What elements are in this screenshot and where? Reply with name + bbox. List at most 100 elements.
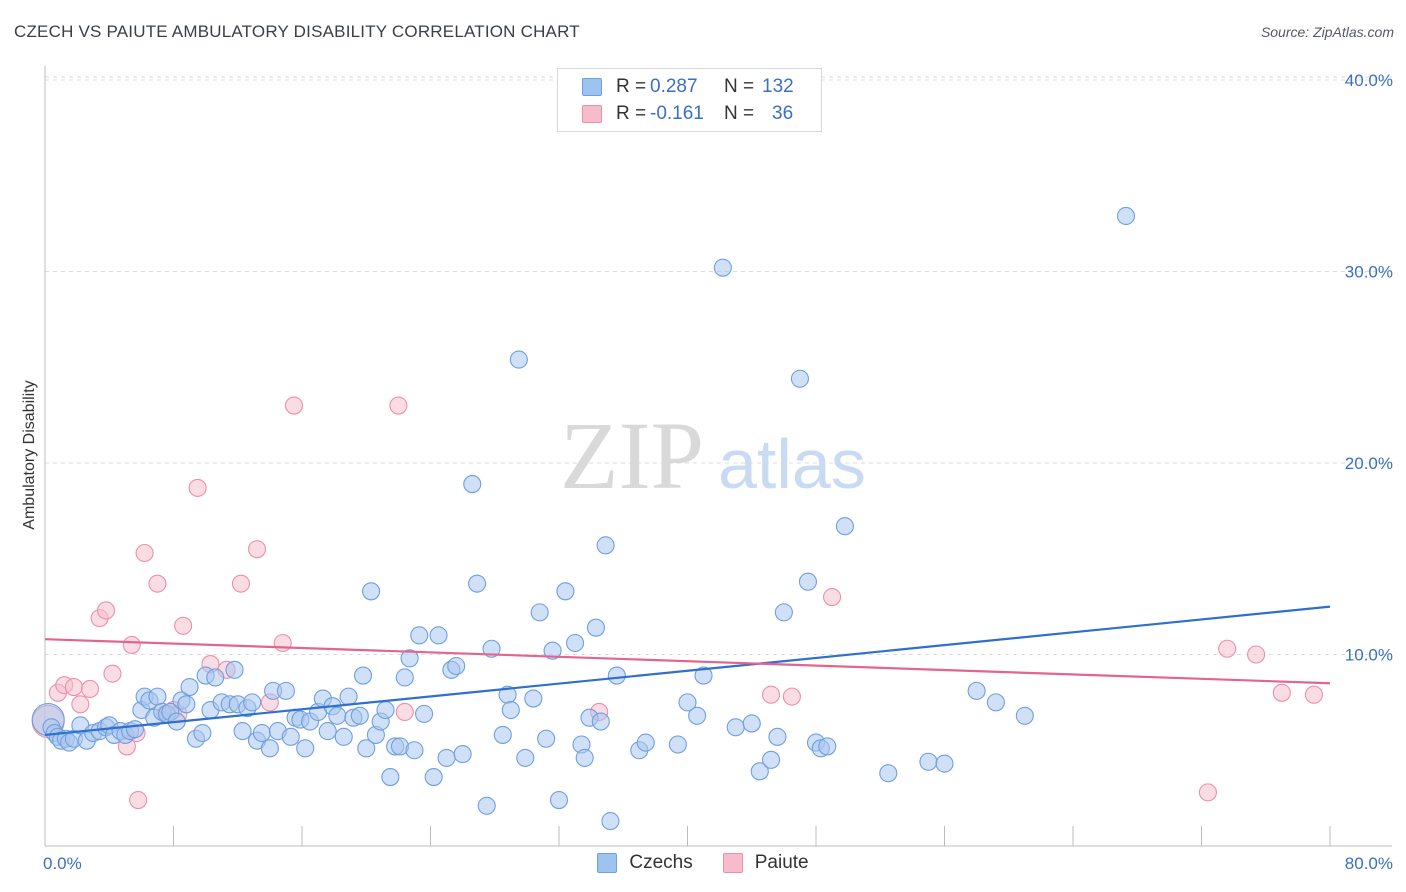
x-tick-label: 80.0% [1345,854,1393,873]
paiute-point [284,396,304,415]
paiute-point [64,678,83,697]
czech-point [556,582,575,601]
paiute-point [1272,683,1291,702]
legend-r-label: R = [616,76,647,97]
watermark-zip: ZIP [560,402,704,509]
czech-point [750,762,769,781]
czech-point [225,660,244,679]
czech-point [575,748,594,767]
paiute-trend-line [44,638,1331,685]
czech-point [761,750,781,769]
czech-point [1116,206,1136,226]
czech-point [410,626,429,645]
czech-point [501,700,520,720]
czech-point [935,754,954,773]
czech-point [688,706,707,725]
legend-item-czechs[interactable]: Czechs [597,852,693,874]
czech-point [233,722,252,741]
czech-point [400,649,419,668]
paiute-point [231,574,251,593]
paiute-point [823,587,842,607]
legend-r-value: -0.161 [650,103,704,124]
czech-point [243,693,262,712]
czech-point [607,666,626,685]
czech-point [395,668,414,687]
czech-point [447,656,466,676]
paiute-point [247,540,267,559]
czech-point [668,735,687,754]
czech-point [694,666,713,685]
czech-point [524,689,543,708]
y-tick-label: 40.0% [1345,71,1393,90]
paiute-point [129,790,148,810]
czech-point [463,475,482,494]
czech-point [530,603,549,622]
paiute-point [1198,783,1217,802]
paiute-point [174,616,193,635]
paiute-point [122,635,141,654]
czech-point [509,350,528,369]
legend-r-value: 0.287 [650,76,698,97]
watermark-atlas: atlas [718,425,866,503]
czech-point [636,733,655,752]
czech-point [415,704,434,723]
legend-swatch-paiute [722,853,743,873]
czech-point [350,706,369,725]
paiute-point [71,695,90,714]
czech-point [516,748,535,767]
czech-point [768,727,787,746]
legend-swatch-paiute [582,105,602,123]
czech-point [353,666,373,685]
x-tick-label: 0.0% [43,854,82,873]
czech-point [453,745,472,764]
czech-trend-line [44,605,1331,737]
czech-point [919,752,938,771]
stats-legend: R = 0.287 N = 132 R = -0.161 N = 36 [557,68,822,132]
paiute-point [1218,639,1237,658]
czech-point [260,739,279,758]
czech-point [429,626,448,645]
legend-r-label: R = [616,103,647,124]
czech-point [537,729,556,748]
czech-point [376,700,395,720]
czech-point [967,681,986,700]
czech-point [543,641,562,660]
czech-point [678,693,697,712]
czech-point [774,603,793,622]
y-tick-label: 10.0% [1345,646,1393,665]
czech-point [281,727,300,746]
czech-point [790,369,809,388]
czech-point [549,790,569,810]
tick-labels: 10.0% 20.0% 30.0% 40.0% 0.0% 80.0% [43,71,1393,873]
czech-point [601,812,620,831]
legend-row-czechs: R = 0.287 N = 132 [582,74,794,100]
paiute-point [782,687,801,706]
czech-point [835,517,854,536]
watermark: ZIP atlas [560,402,866,509]
source-label: Source: ZipAtlas.com [1260,24,1394,40]
czech-point [357,739,376,758]
paiute-point [1247,645,1266,664]
czech-point [328,706,347,725]
czech-point [276,681,295,700]
legend-row-paiute: R = -0.161 N = 36 [582,101,793,127]
legend-n-label: N = [724,76,755,97]
czech-point [206,668,225,687]
czech-point [424,768,443,787]
czech-point [986,693,1005,712]
paiute-point [761,685,781,704]
czech-point [493,725,512,744]
czech-point [193,723,212,743]
legend-item-paiute[interactable]: Paiute [722,852,809,874]
czech-point [148,687,167,706]
czech-point [596,536,615,555]
czech-point [381,768,400,787]
czech-point [818,737,837,756]
czech-point [125,720,144,739]
czech-point [591,712,610,731]
czech-point [318,722,337,741]
paiute-point [135,543,154,563]
czech-point [477,796,496,815]
paiute-point [273,633,292,653]
